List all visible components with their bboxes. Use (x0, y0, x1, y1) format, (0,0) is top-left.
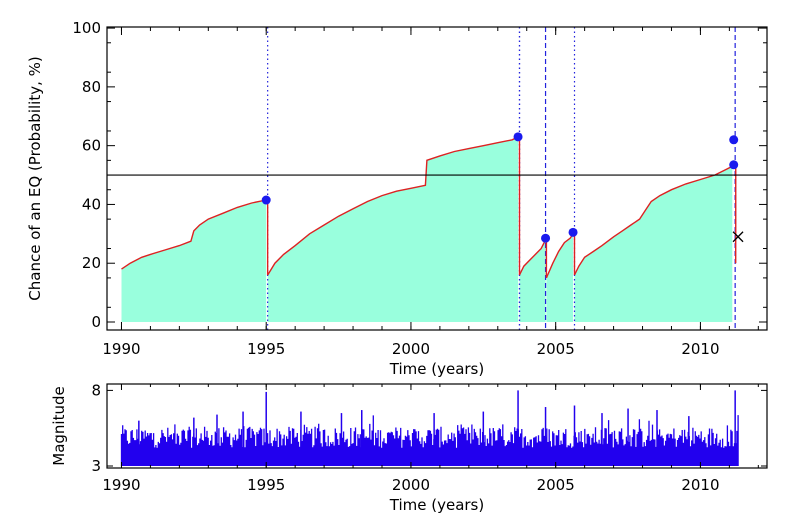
magnitude-x-axis-title: Time (years) (389, 496, 484, 514)
event-marker-5 (729, 135, 739, 145)
probability-line-3 (545, 233, 574, 279)
probability-fill-layer (121, 136, 733, 322)
mag-x-tick-label-1: 1995 (247, 476, 285, 494)
probability-panel: 1990 1995 2000 2005 2010 0 20 40 60 80 100 Time (y… (26, 19, 768, 378)
mag-x-tick-label-3: 2005 (537, 476, 575, 494)
cross-marker (732, 231, 744, 243)
mag-x-tick-label-0: 1990 (102, 476, 140, 494)
probability-line-2 (518, 239, 547, 276)
magnitude-bars-layer (120, 390, 739, 466)
event-marker-1 (513, 132, 523, 142)
y-tick-label-5: 100 (72, 19, 101, 37)
mag-x-tick-label-4: 2010 (681, 476, 719, 494)
probability-x-axis-title: Time (years) (389, 360, 484, 378)
probability-area-1 (267, 136, 519, 322)
y-tick-label-1: 20 (82, 254, 101, 272)
probability-line-1 (267, 136, 519, 276)
x-tick-label-2: 2000 (392, 340, 430, 358)
mag-y-tick-label-0: 3 (91, 457, 101, 475)
event-marker-4 (729, 160, 739, 170)
magnitude-base-band (121, 449, 739, 466)
probability-line-layer (121, 136, 737, 279)
event-lines-layer (267, 27, 736, 330)
mag-x-tick-label-2: 2000 (392, 476, 430, 494)
event-marker-3 (568, 227, 578, 237)
x-tick-label-3: 2005 (537, 340, 575, 358)
probability-plot-frame (106, 26, 768, 331)
probability-area-0 (121, 200, 267, 322)
probability-y-axis-title: Chance of an EQ (Probability, %) (26, 56, 44, 300)
probability-area-3 (546, 233, 574, 322)
probability-area-2 (519, 239, 546, 322)
y-tick-label-4: 80 (82, 78, 101, 96)
magnitude-ticks: 1990 1995 2000 2005 2010 3 8 (91, 381, 767, 494)
markers-layer (261, 132, 744, 243)
probability-ticks: 1990 1995 2000 2005 2010 0 20 40 60 80 100 (72, 19, 767, 358)
y-tick-label-3: 60 (82, 137, 101, 155)
event-marker-2 (541, 233, 551, 243)
probability-line-4 (573, 165, 733, 276)
probability-line-0 (121, 199, 267, 270)
magnitude-panel: 1990 1995 2000 2005 2010 3 8 Time (years) Magn… (50, 381, 768, 514)
magnitude-plot-frame (106, 383, 768, 469)
probability-area-4 (574, 166, 733, 322)
y-tick-label-0: 0 (91, 313, 101, 331)
magnitude-y-axis-title: Magnitude (50, 386, 68, 465)
x-tick-label-0: 1990 (102, 340, 140, 358)
mag-y-tick-label-1: 8 (91, 381, 101, 399)
x-tick-label-4: 2010 (681, 340, 719, 358)
y-tick-label-2: 40 (82, 195, 101, 213)
event-marker-0 (261, 195, 271, 205)
x-tick-label-1: 1995 (247, 340, 285, 358)
